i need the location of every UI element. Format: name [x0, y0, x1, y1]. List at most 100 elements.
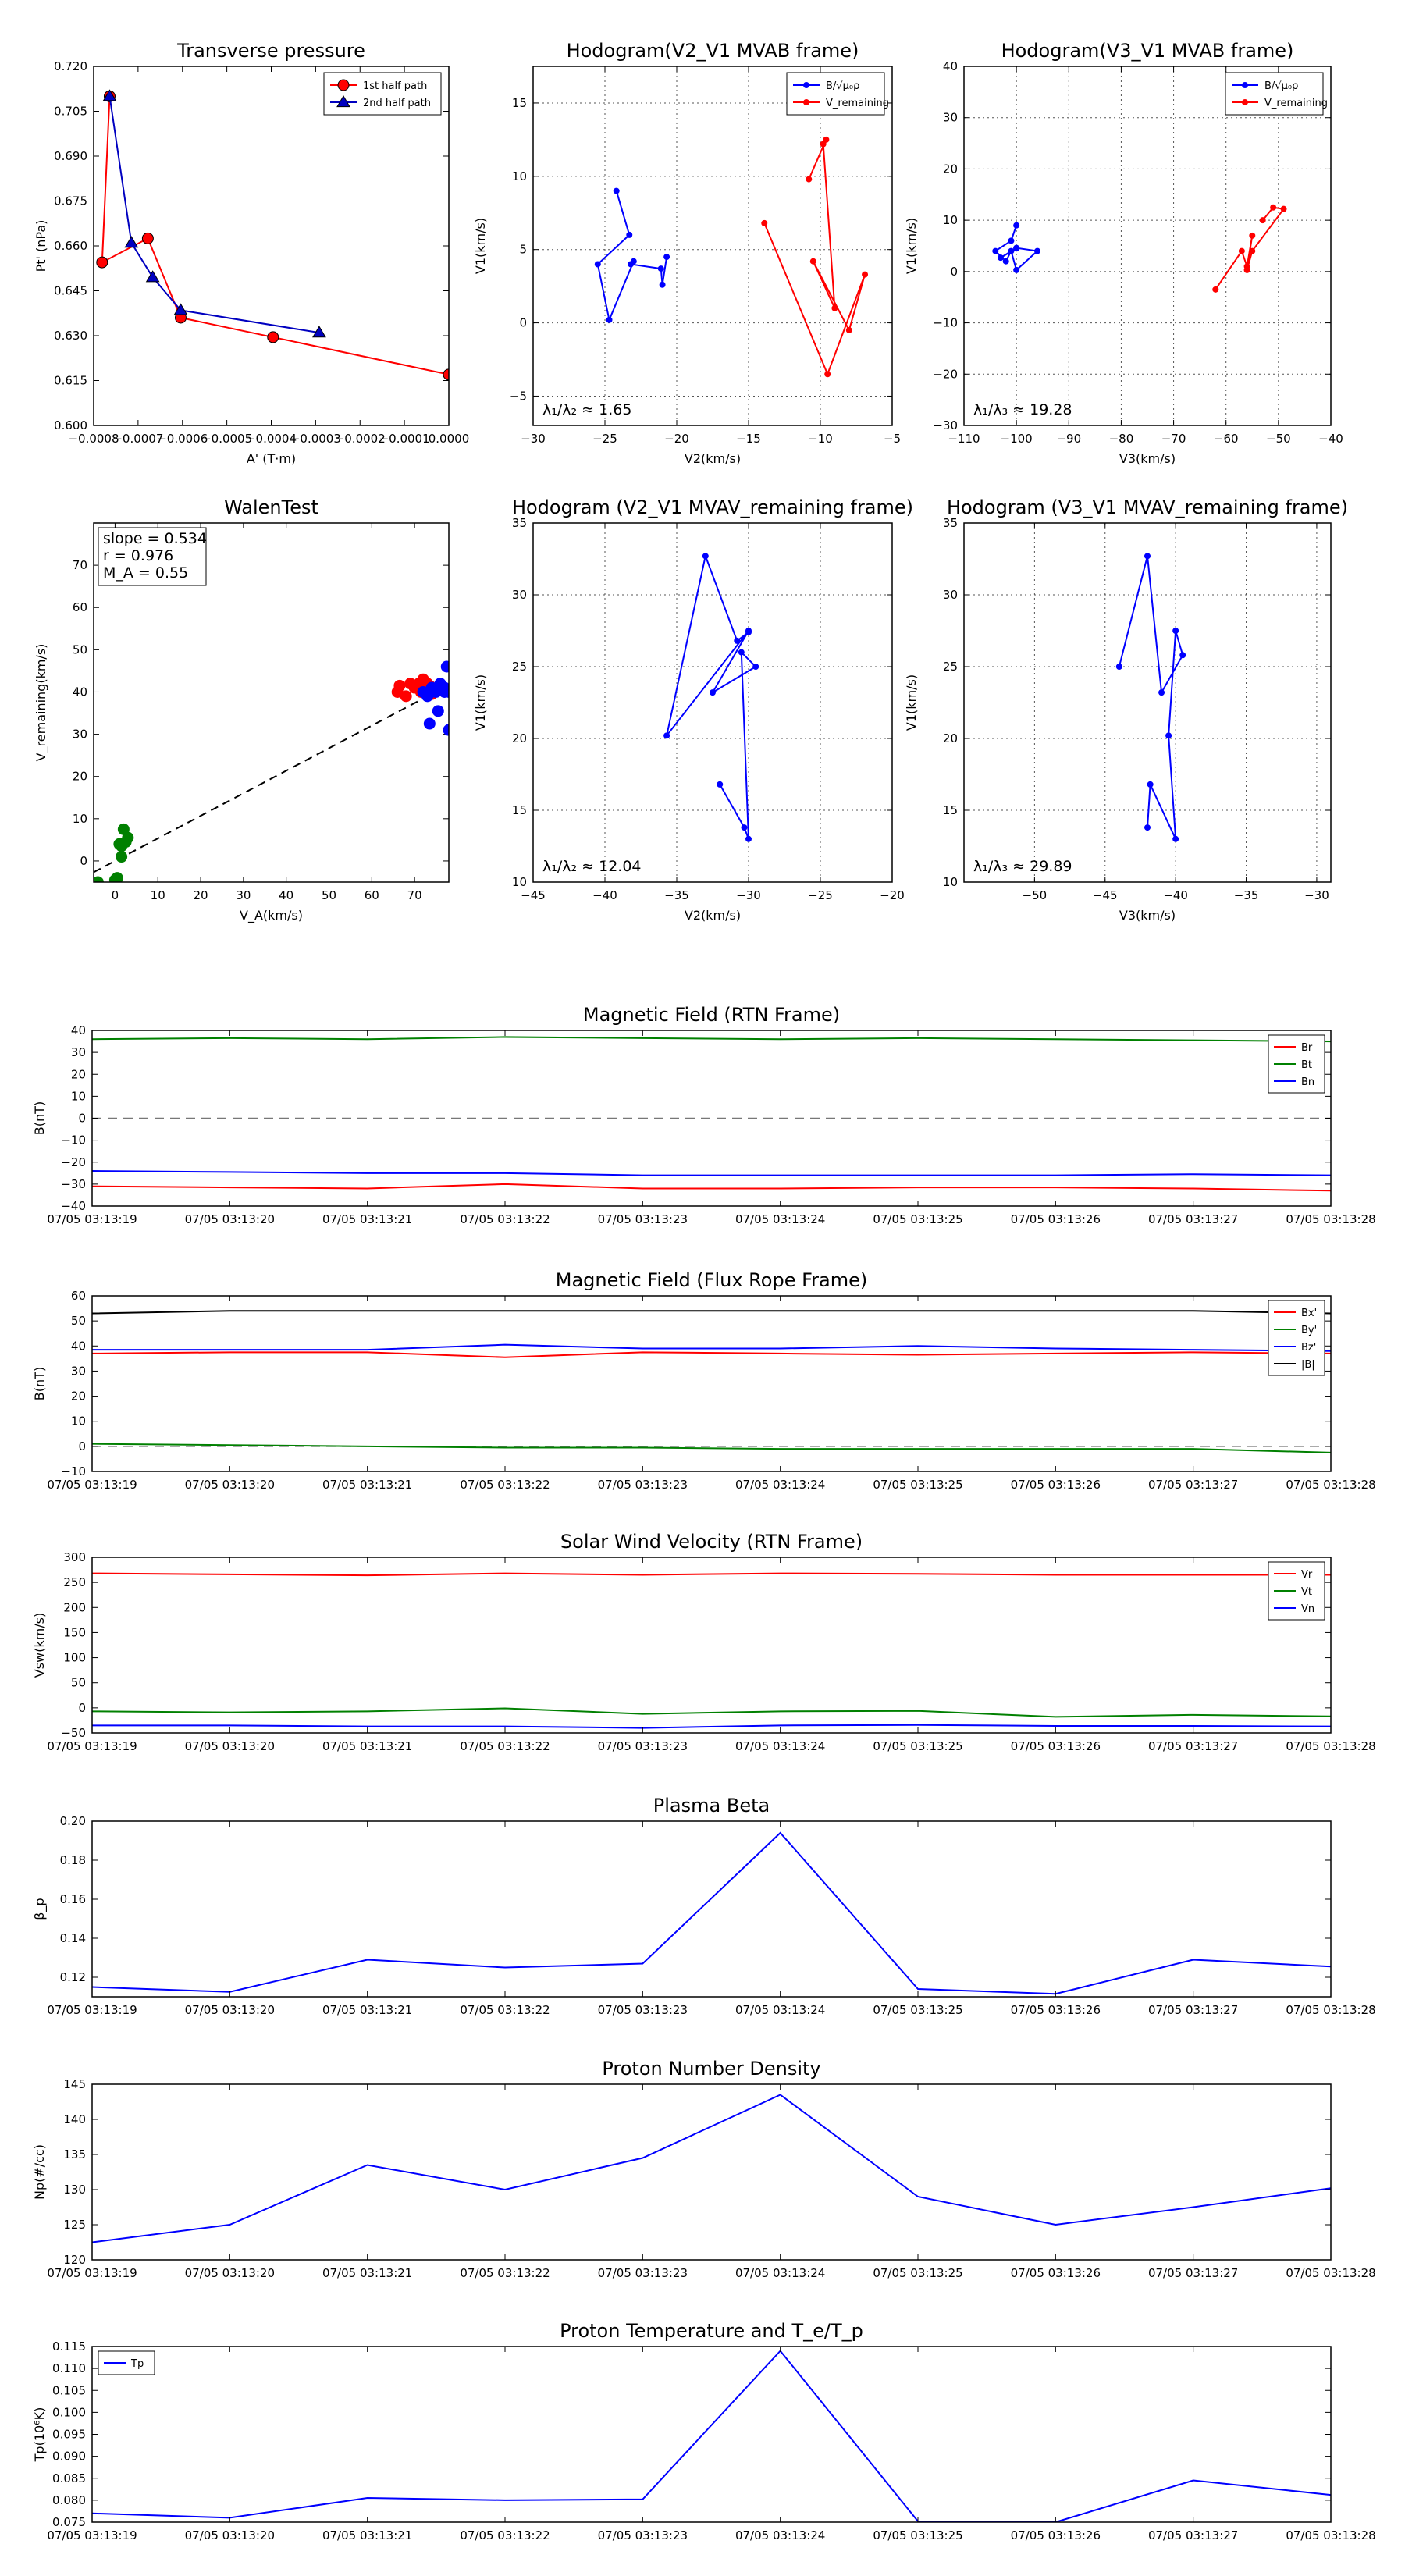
- time-tick-label: 07/05 03:13:25: [873, 2528, 962, 2542]
- y-tick-label: 0.075: [52, 2515, 86, 2529]
- series-line-Tp: [92, 2350, 1331, 2522]
- x-axis-label: V2(km/s): [685, 451, 741, 466]
- legend-marker: [337, 79, 350, 91]
- chart-title: WalenTest: [224, 496, 318, 518]
- data-point: [663, 254, 670, 261]
- data-point: [432, 705, 444, 717]
- data-point: [998, 254, 1004, 262]
- data-point: [1115, 664, 1122, 670]
- x-tick-label: −50: [1023, 888, 1048, 902]
- time-tick-label: 07/05 03:13:20: [185, 2003, 275, 2017]
- chart-title: Proton Number Density: [602, 2058, 820, 2080]
- chart-h2: Hodogram(V3_V1 MVAB frame)−110 −100 −90 −80…: [904, 40, 1343, 466]
- data-point: [1144, 824, 1151, 831]
- y-tick-label: 60: [73, 600, 87, 614]
- x-tick-label: 70: [407, 888, 422, 902]
- y-tick-label: 0.630: [54, 329, 87, 343]
- time-tick-label: 07/05 03:13:21: [322, 2528, 412, 2542]
- y-tick-label: 0.115: [52, 2339, 86, 2354]
- time-tick-label: 07/05 03:13:25: [873, 1212, 962, 1226]
- y-tick-label: 0.12: [60, 1970, 86, 1984]
- legend-label: Vr: [1301, 1569, 1313, 1581]
- y-tick-label: 0: [519, 316, 527, 330]
- time-tick-label: 07/05 03:13:26: [1011, 2266, 1101, 2280]
- y-tick-label: 0: [78, 1112, 86, 1126]
- axes-frame: [532, 66, 893, 426]
- y-axis-label: V_remaining(km/s): [34, 644, 49, 762]
- x-tick-label: 40: [279, 888, 293, 902]
- chart-title: Magnetic Field (RTN Frame): [583, 1004, 840, 1026]
- x-tick-label: 0: [112, 888, 119, 902]
- y-tick-label: 40: [943, 59, 958, 73]
- plot-area: [92, 1036, 1331, 1192]
- legend-label: Tp: [130, 2358, 144, 2370]
- x-tick-label: −25: [808, 888, 833, 902]
- axes-frame: [91, 1820, 1332, 1998]
- data-point: [806, 176, 813, 183]
- data-point: [992, 247, 999, 254]
- series-line-1: [763, 139, 866, 376]
- y-tick-label: 300: [63, 1550, 86, 1564]
- y-tick-label: 10: [71, 1089, 86, 1103]
- data-point: [659, 281, 666, 288]
- series-line-beta: [92, 1831, 1331, 1995]
- y-tick-label: 120: [63, 2253, 86, 2267]
- y-tick-label: 0.645: [54, 284, 87, 298]
- time-tick-label: 07/05 03:13:24: [735, 2266, 825, 2280]
- y-tick-label: 100: [63, 1651, 86, 1665]
- legend-label: Vn: [1301, 1603, 1314, 1615]
- y-tick-label: −20: [933, 367, 958, 381]
- y-tick-label: 0.675: [54, 194, 87, 208]
- data-point: [663, 732, 670, 739]
- data-point: [824, 371, 831, 378]
- series-line-Bn: [92, 1170, 1331, 1176]
- chart-h3: Hodogram (V2_V1 MVAV_remaining frame) −45…: [473, 496, 913, 923]
- data-point: [96, 256, 108, 269]
- y-axis-label: β_p: [32, 1898, 48, 1920]
- x-tick-label: −70: [1161, 432, 1186, 446]
- series-line-0: [101, 96, 449, 375]
- x-axis-label: V3(km/s): [1119, 451, 1176, 466]
- time-tick-label: 07/05 03:13:24: [735, 1739, 825, 1753]
- time-tick-label: 07/05 03:13:21: [322, 2003, 412, 2017]
- data-point: [1013, 222, 1020, 229]
- y-tick-label: 30: [943, 588, 958, 602]
- eigenvalue-ratio: λ₁/λ₂ ≈ 1.65: [542, 401, 631, 418]
- data-point: [845, 326, 852, 333]
- data-point: [443, 724, 449, 736]
- data-point: [745, 835, 752, 842]
- x-tick-label: −0.0004: [246, 432, 297, 446]
- legend-label: By': [1301, 1325, 1317, 1336]
- y-axis-label: V1(km/s): [904, 674, 919, 731]
- y-tick-label: 20: [73, 770, 87, 784]
- x-tick-label: −0.0002: [335, 432, 386, 446]
- eigenvalue-ratio: λ₁/λ₂ ≈ 12.04: [542, 858, 642, 875]
- data-point: [1243, 263, 1250, 270]
- y-axis-label: Vsw(km/s): [32, 1613, 47, 1678]
- legend-label: 1st half path: [363, 80, 427, 92]
- data-point: [404, 678, 417, 690]
- y-tick-label: 25: [512, 660, 527, 674]
- y-tick-label: 10: [512, 169, 527, 183]
- x-tick-label: −25: [592, 432, 617, 446]
- series-line-1: [108, 96, 320, 334]
- time-tick-label: 07/05 03:13:27: [1148, 2003, 1238, 2017]
- data-point: [1013, 266, 1020, 273]
- x-tick-label: −30: [1304, 888, 1329, 902]
- data-point: [1249, 247, 1256, 254]
- time-tick-label: 07/05 03:13:21: [322, 1739, 412, 1753]
- data-point: [267, 331, 279, 343]
- y-tick-label: 30: [73, 728, 87, 742]
- data-point: [145, 270, 160, 283]
- time-tick-label: 07/05 03:13:23: [598, 1212, 688, 1226]
- data-point: [443, 368, 449, 381]
- y-tick-label: 30: [71, 1045, 86, 1059]
- time-tick-label: 07/05 03:13:20: [185, 1739, 275, 1753]
- y-tick-label: 0.110: [52, 2361, 86, 2375]
- y-tick-label: 20: [943, 731, 958, 745]
- data-point: [312, 326, 326, 338]
- x-tick-label: −0.0001: [379, 432, 430, 446]
- data-point: [440, 660, 449, 673]
- data-point: [1147, 781, 1154, 788]
